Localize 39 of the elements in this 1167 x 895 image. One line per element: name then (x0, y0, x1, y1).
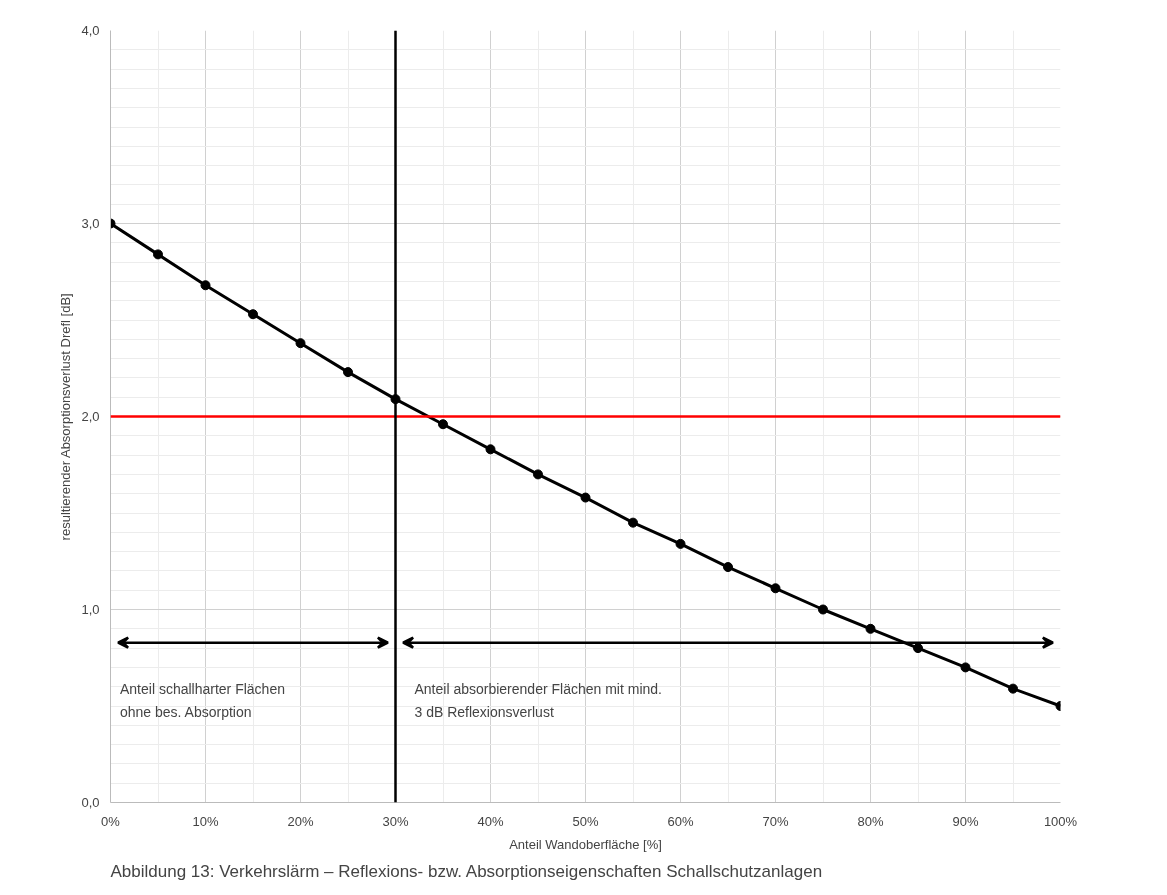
x-tick-label: 30% (382, 813, 409, 829)
point (343, 367, 353, 378)
y-tick-label: 4,0 (81, 23, 100, 38)
point (533, 469, 543, 480)
point (485, 444, 496, 455)
y-tick-label: 1,0 (81, 602, 100, 617)
point (960, 662, 971, 673)
point (295, 338, 306, 349)
point (438, 419, 448, 430)
point (628, 517, 638, 528)
point (153, 249, 163, 260)
point (200, 280, 211, 291)
x-tick-label: 0% (101, 813, 121, 829)
point (770, 583, 781, 594)
point (818, 604, 828, 615)
x-tick-label: 90% (952, 813, 979, 829)
y-axis-title: resultierender Absorptionsverlust Drefl [dB] (58, 293, 74, 541)
point (865, 623, 876, 634)
point (1008, 683, 1018, 694)
x-axis-title: Anteil Wandoberfläche [%] (509, 836, 662, 852)
x-tick-label: 100% (1043, 813, 1078, 829)
point (675, 538, 686, 549)
point (723, 562, 733, 573)
text: Abbildung 13: Verkehrslärm – Reflexions- bzw. Absorptionseigenschaften Schallschutzanlagen (110, 861, 823, 881)
x-tick-label: 60% (667, 813, 694, 829)
y-tick-label: 0,0 (81, 795, 100, 810)
x-tick-label: 10% (192, 813, 219, 829)
point (913, 643, 923, 654)
x-tick-label: 40% (477, 813, 504, 829)
annotation: Anteil schallharter Flächen ohne bes. Absorption (120, 681, 285, 720)
point (248, 309, 258, 320)
x-tick-label: 70% (762, 813, 789, 829)
y-tick-label: 2,0 (81, 409, 100, 424)
x-tick-label: 20% (287, 813, 314, 829)
y-tick-label: 3,0 (81, 216, 100, 231)
x-tick-label: 50% (572, 813, 599, 829)
annotation: Anteil absorbierender Flächen mit mind. 3 dB Reflexionsverlust (414, 681, 662, 720)
point (580, 492, 591, 503)
x-tick-label: 80% (857, 813, 884, 829)
